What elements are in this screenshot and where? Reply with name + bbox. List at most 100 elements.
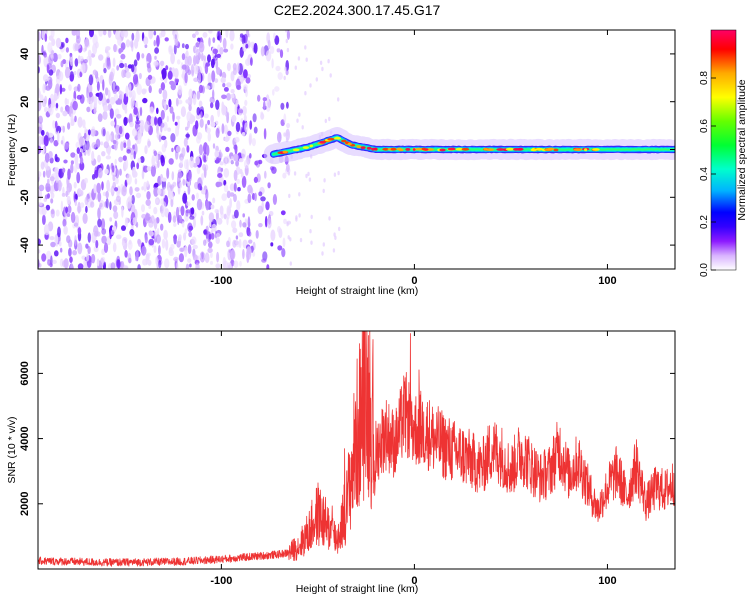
noise-blob xyxy=(182,192,188,204)
noise-blob xyxy=(280,210,286,216)
noise-blob xyxy=(277,72,283,80)
noise-blob xyxy=(230,155,234,165)
noise-blob xyxy=(67,122,71,130)
noise-blob xyxy=(66,235,71,244)
noise-blob xyxy=(93,183,97,194)
noise-blob xyxy=(146,166,152,172)
peak-amplitude-spot xyxy=(455,147,464,151)
noise-blob xyxy=(124,63,128,68)
noise-blob xyxy=(181,53,186,61)
noise-blob xyxy=(52,120,56,129)
noise-blob xyxy=(116,259,121,269)
noise-blob xyxy=(88,91,93,98)
noise-blob xyxy=(197,37,201,42)
noise-blob xyxy=(168,158,174,165)
noise-blob xyxy=(338,226,341,232)
noise-blob xyxy=(274,35,280,46)
noise-blob xyxy=(125,132,130,140)
noise-blob xyxy=(241,175,247,188)
noise-blob xyxy=(74,43,80,51)
noise-blob xyxy=(77,116,83,128)
noise-blob xyxy=(243,114,247,122)
noise-blob xyxy=(91,142,97,149)
noise-blob xyxy=(200,111,203,119)
noise-blob xyxy=(74,115,77,123)
noise-blob xyxy=(214,209,220,214)
noise-blob xyxy=(109,96,116,105)
noise-blob xyxy=(97,113,103,123)
noise-blob xyxy=(141,204,145,213)
noise-blob xyxy=(116,65,120,71)
noise-blob xyxy=(215,127,220,138)
noise-blob xyxy=(189,263,192,268)
noise-blob xyxy=(235,99,239,107)
noise-blob xyxy=(174,121,178,126)
noise-blob xyxy=(201,189,206,195)
noise-blob xyxy=(131,64,135,73)
snr-ticks: -100 0 100 2000 4000 6000 xyxy=(19,331,675,587)
noise-blob xyxy=(114,158,117,165)
noise-blob xyxy=(230,249,236,260)
noise-blob xyxy=(310,214,313,220)
noise-blob xyxy=(264,215,268,228)
noise-blob xyxy=(201,252,204,260)
noise-blob xyxy=(49,157,54,164)
noise-blob xyxy=(239,219,242,228)
noise-blob xyxy=(205,200,210,211)
noise-blob xyxy=(109,71,114,82)
noise-blob xyxy=(241,132,246,136)
noise-blob xyxy=(283,75,286,81)
noise-blob xyxy=(226,82,232,88)
noise-blob xyxy=(258,223,263,228)
noise-blob xyxy=(131,194,135,205)
noise-blob xyxy=(187,244,192,255)
noise-blob xyxy=(158,245,161,256)
noise-blob xyxy=(47,193,50,199)
noise-blob xyxy=(101,181,104,191)
noise-blob xyxy=(222,83,226,88)
noise-blob xyxy=(38,201,43,206)
noise-blob xyxy=(43,224,50,236)
noise-blob xyxy=(70,211,76,224)
noise-blob xyxy=(192,244,198,250)
noise-blob xyxy=(207,72,212,85)
noise-blob xyxy=(91,150,95,162)
noise-blob xyxy=(146,180,149,187)
noise-blob xyxy=(205,127,211,134)
noise-blob xyxy=(263,100,266,111)
noise-blob xyxy=(262,97,267,102)
noise-blob xyxy=(198,144,203,156)
noise-blob xyxy=(143,36,149,45)
noise-blob xyxy=(183,232,187,241)
noise-blob xyxy=(141,186,144,191)
noise-blob xyxy=(96,81,100,92)
noise-blob xyxy=(161,67,167,80)
noise-blob xyxy=(193,218,196,228)
noise-blob xyxy=(275,65,281,72)
noise-blob xyxy=(233,169,238,182)
noise-blob xyxy=(219,47,224,55)
noise-blob xyxy=(175,97,179,107)
noise-blob xyxy=(270,242,274,247)
noise-blob xyxy=(46,64,50,74)
noise-blob xyxy=(63,159,68,164)
noise-blob xyxy=(157,159,160,168)
noise-blob xyxy=(153,39,156,47)
noise-blob xyxy=(195,113,201,120)
noise-blob xyxy=(230,93,235,99)
noise-blob xyxy=(43,135,49,147)
noise-blob xyxy=(148,238,155,246)
peak-amplitude-spot xyxy=(421,147,426,151)
noise-blob xyxy=(69,74,74,82)
noise-blob xyxy=(153,218,158,230)
noise-blob xyxy=(315,77,318,82)
noise-blob xyxy=(67,168,71,180)
noise-blob xyxy=(243,69,248,79)
noise-blob xyxy=(115,168,120,179)
noise-blob xyxy=(49,262,53,268)
noise-blob xyxy=(57,226,61,238)
noise-blob xyxy=(240,171,244,178)
noise-blob xyxy=(77,227,82,235)
noise-blob xyxy=(285,38,288,44)
